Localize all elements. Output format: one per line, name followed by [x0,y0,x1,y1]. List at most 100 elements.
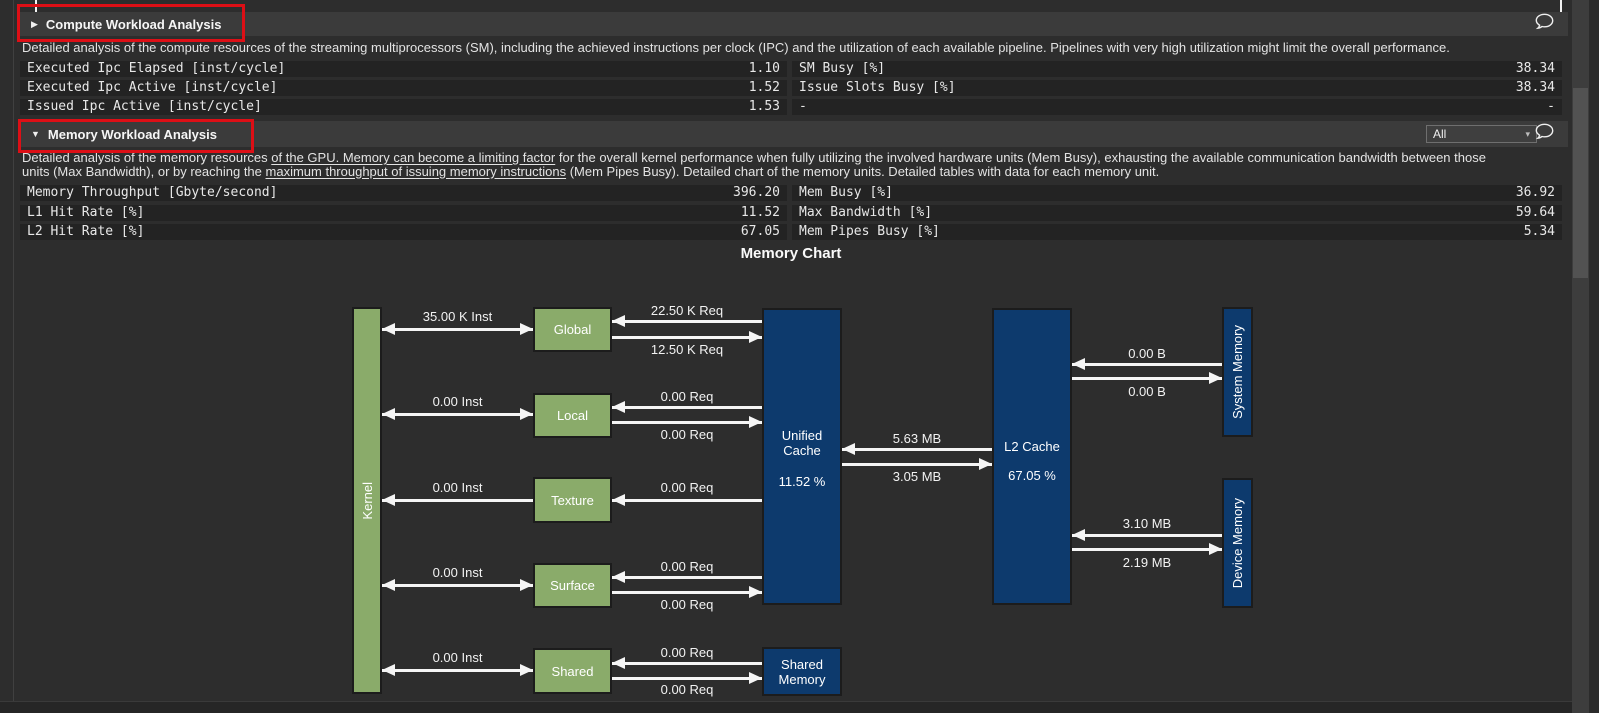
section-header-compute-workload[interactable]: ▶ Compute Workload Analysis [20,12,1568,36]
section-title: Memory Workload Analysis [47,126,217,142]
table-row: L2 Hit Rate [%] 67.05 Mem Pipes Busy [%]… [20,224,1562,240]
column-divider [787,224,792,240]
arrow-shared-to-sharedmem [612,672,762,684]
arrow-sysmem-to-l2 [1072,358,1222,370]
texture-box: Texture [533,477,612,523]
arrow-label: 0.00 B [1128,384,1166,399]
arrow-kernel-global [382,323,533,335]
metric-name: Executed Ipc Elapsed [inst/cycle] [20,61,555,77]
arrow-l2-to-devmem [1072,543,1222,555]
annotation-box-compute [17,4,245,42]
system-memory-label: System Memory [1230,325,1245,419]
kernel-label: Kernel [359,481,375,520]
device-memory-block: Device Memory [1222,478,1253,608]
metric-value: 36.92 [1322,185,1562,201]
metric-name: - [792,99,1322,115]
metric-value: 59.64 [1322,205,1562,221]
table-row: Memory Throughput [Gbyte/second] 396.20 … [20,185,1562,201]
arrow-label: 35.00 K Inst [422,309,493,324]
arrow-label: 0.00 Req [660,427,714,442]
arrow-sharedmem-to-shared [612,657,762,669]
arrow-kernel-local [382,408,533,420]
arrow-kernel-shared [382,664,533,676]
compute-section-description: Detailed analysis of the compute resourc… [22,40,1450,55]
memory-chart-title: Memory Chart [740,245,842,262]
chevron-down-icon: ▾ [1525,128,1530,139]
metric-name: Issued Ipc Active [inst/cycle] [20,99,555,115]
arrow-uc-to-local [612,401,762,413]
panel-left-border [13,0,14,713]
arrow-label: 22.50 K Req [650,303,724,318]
arrow-label: 0.00 B [1128,346,1166,361]
arrow-surface-to-uc [612,586,762,598]
metric-value: - [1322,99,1562,115]
horizontal-scrollbar-track[interactable] [0,701,1599,713]
vertical-scrollbar-track[interactable] [1572,0,1589,713]
metric-name: Mem Pipes Busy [%] [792,224,1322,240]
vertical-scrollbar-thumb[interactable] [1573,88,1588,278]
description-line-1: Detailed analysis of the memory resource… [22,150,1486,165]
metric-name: SM Busy [%] [792,61,1322,77]
column-divider [787,80,792,96]
right-gutter [1589,0,1599,713]
shared-box: Shared [533,648,612,694]
surface-box: Surface [533,563,612,608]
metric-name: Memory Throughput [Gbyte/second] [20,185,555,201]
arrow-label: 0.00 Req [660,389,714,404]
comment-icon[interactable] [1535,13,1554,35]
l2-cache-hit-rate: 67.05 % [1008,468,1056,483]
arrow-label: 0.00 Inst [432,565,483,580]
arrow-kernel-texture [382,494,533,506]
system-memory-block: System Memory [1222,307,1253,437]
metric-value: 1.52 [555,80,787,96]
arrow-label: 0.00 Req [660,597,714,612]
arrow-l2-to-uc [842,443,992,455]
metric-value: 38.34 [1322,61,1562,77]
column-divider [787,99,792,115]
metric-value: 1.53 [555,99,787,115]
arrow-label: 0.00 Req [660,559,714,574]
body-filter-dropdown[interactable]: All ▾ [1426,125,1537,143]
table-row: Executed Ipc Active [inst/cycle] 1.52 Is… [20,80,1562,96]
arrow-label: 2.19 MB [1122,555,1172,570]
unified-cache-hit-rate: 11.52 % [778,474,826,489]
arrow-label: 5.63 MB [892,431,942,446]
table-row: Issued Ipc Active [inst/cycle] 1.53 - - [20,99,1562,115]
shared-memory-block: Shared Memory [762,647,842,696]
table-row: Executed Ipc Elapsed [inst/cycle] 1.10 S… [20,61,1562,77]
global-box: Global [533,307,612,352]
arrow-label: 3.10 MB [1122,516,1172,531]
arrow-label: 0.00 Req [660,682,714,697]
collapse-arrow-icon[interactable]: ▶ [31,18,38,29]
arrow-label: 0.00 Req [660,645,714,660]
annotation-box-memory [18,119,254,153]
metric-name: L1 Hit Rate [%] [20,205,555,221]
comment-icon[interactable] [1535,123,1554,145]
table-row: L1 Hit Rate [%] 11.52 Max Bandwidth [%] … [20,205,1562,221]
arrow-label: 0.00 Inst [432,480,483,495]
arrow-devmem-to-l2 [1072,529,1222,541]
column-divider [787,205,792,221]
metric-name: Executed Ipc Active [inst/cycle] [20,80,555,96]
arrow-label: 0.00 Inst [432,650,483,665]
arrow-global-to-uc [612,331,762,343]
memory-section-description: Detailed analysis of the memory resource… [22,151,1486,178]
kernel-block: Kernel [352,307,382,694]
unified-cache-label: Unified Cache [781,428,823,458]
dropdown-value: All [1433,127,1447,141]
arrow-kernel-surface [382,579,533,591]
metric-value: 11.52 [555,205,787,221]
arrow-label: 0.00 Req [660,480,714,495]
metric-value: 67.05 [555,224,787,240]
local-box: Local [533,393,612,438]
column-divider [787,185,792,201]
arrow-uc-to-texture [612,494,762,506]
section-header-memory-workload[interactable]: ▼ Memory Workload Analysis All ▾ [20,121,1568,147]
collapse-arrow-icon[interactable]: ▼ [31,129,40,139]
arrow-uc-to-surface [612,571,762,583]
column-divider [787,61,792,77]
metric-value: 396.20 [555,185,787,201]
arrow-uc-to-l2 [842,458,992,470]
section-title: Compute Workload Analysis [45,16,222,32]
